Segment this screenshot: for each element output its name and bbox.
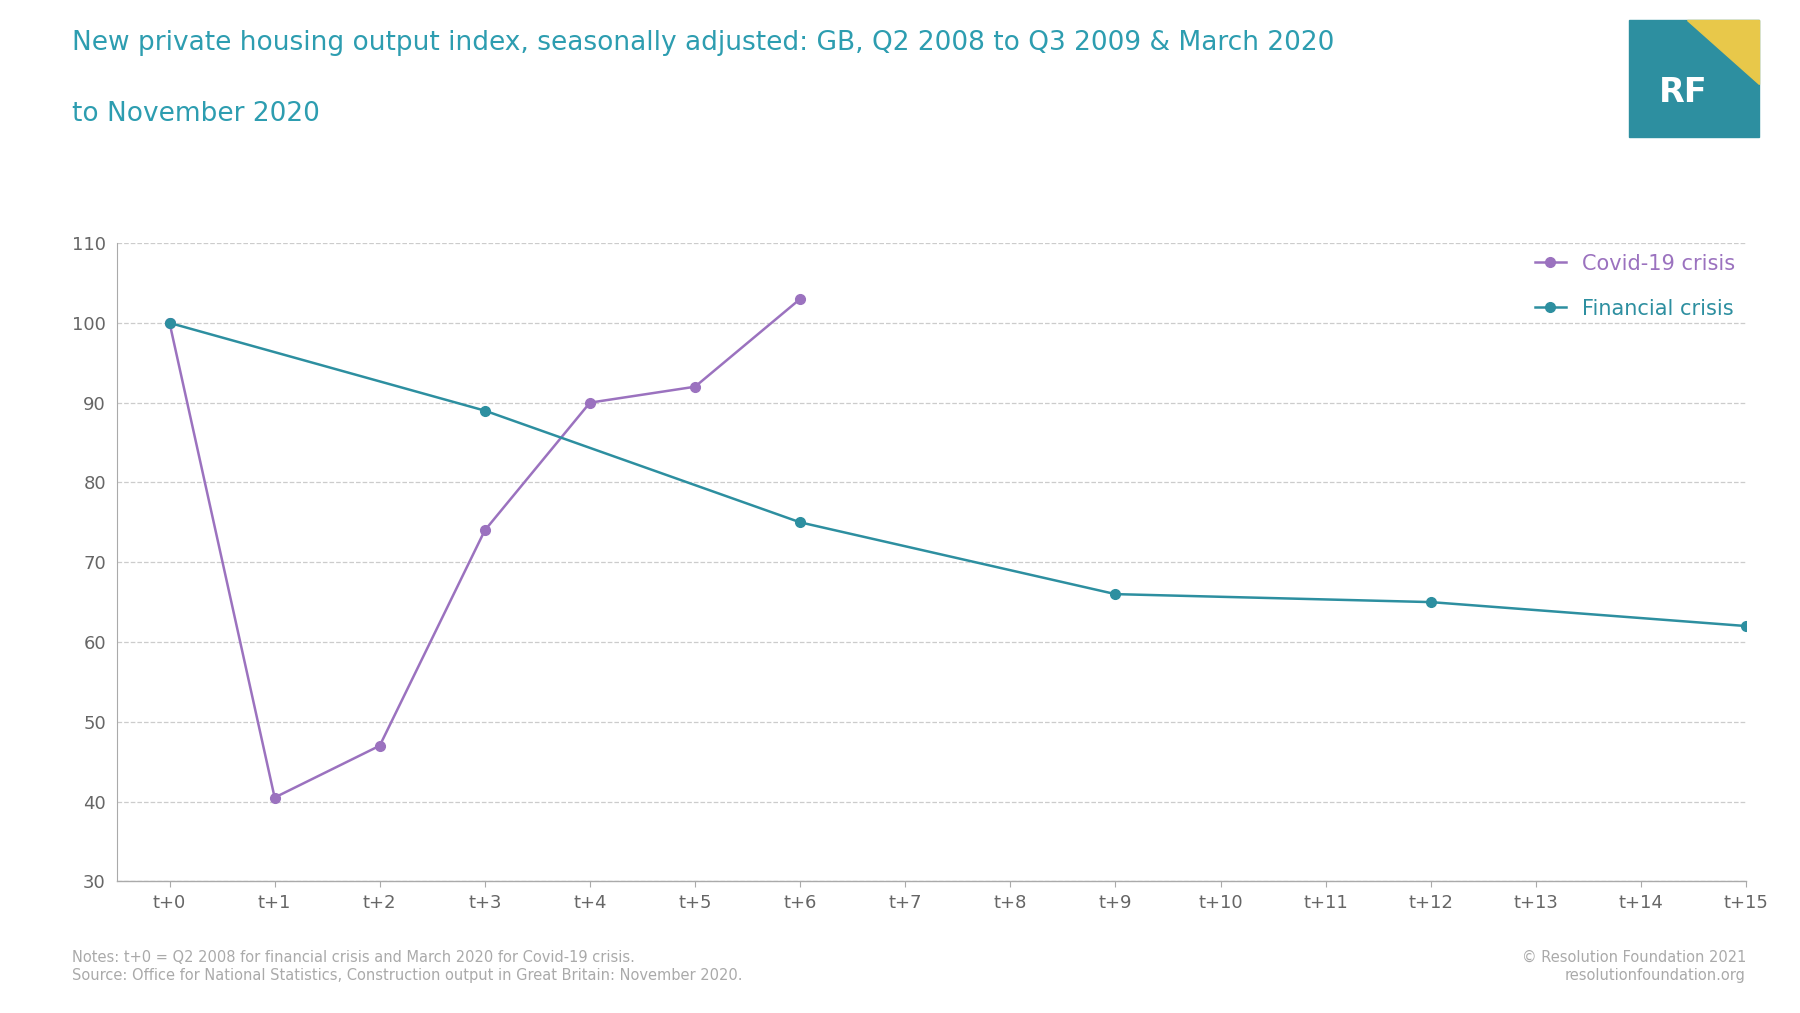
Text: to November 2020: to November 2020	[72, 101, 320, 128]
Text: RF: RF	[1660, 76, 1708, 109]
Legend: Covid-19 crisis, Financial crisis: Covid-19 crisis, Financial crisis	[1535, 253, 1735, 319]
Text: © Resolution Foundation 2021
resolutionfoundation.org: © Resolution Foundation 2021 resolutionf…	[1521, 950, 1746, 983]
Text: New private housing output index, seasonally adjusted: GB, Q2 2008 to Q3 2009 & : New private housing output index, season…	[72, 30, 1334, 57]
Polygon shape	[1687, 20, 1759, 84]
Text: Notes: t+0 = Q2 2008 for financial crisis and March 2020 for Covid-19 crisis.
So: Notes: t+0 = Q2 2008 for financial crisi…	[72, 950, 742, 983]
